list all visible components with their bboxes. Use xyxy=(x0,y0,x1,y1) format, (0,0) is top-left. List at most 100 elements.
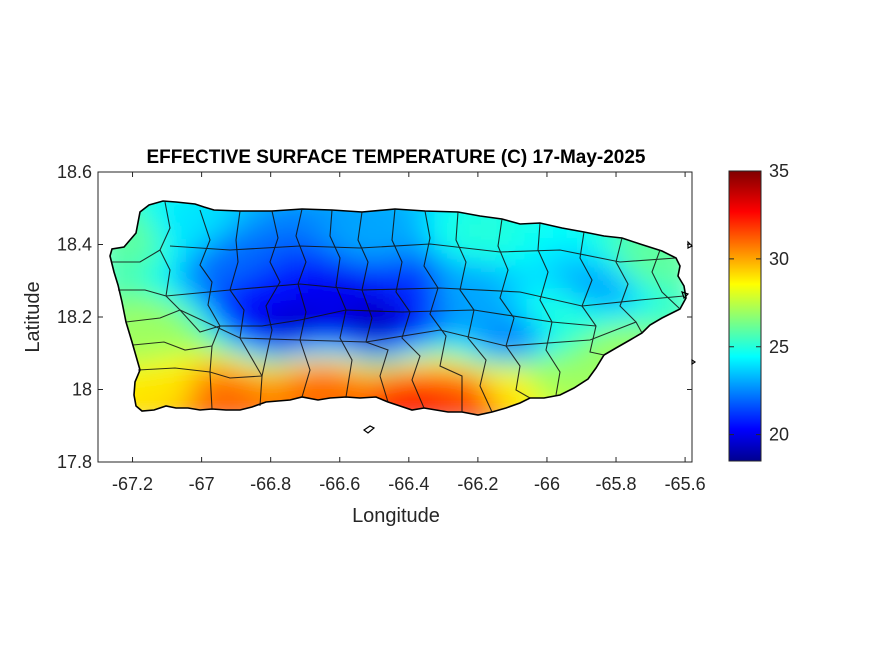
heatmap-cell xyxy=(212,262,225,275)
y-tick-label: 18.4 xyxy=(57,235,92,255)
heatmap-cell xyxy=(572,298,585,311)
heatmap-cell xyxy=(500,298,513,311)
heatmap-cell xyxy=(164,370,177,383)
heatmap-cell xyxy=(476,262,489,275)
heatmap-cell xyxy=(392,226,405,239)
x-tick-label: -65.8 xyxy=(596,474,637,494)
heatmap-cell xyxy=(260,238,273,251)
x-axis-ticks: -67.2 -67 -66.8 -66.6 -66.4 -66.2 -66 -65.8 -65.… xyxy=(112,172,706,494)
heatmap-cell xyxy=(404,262,417,275)
heatmap-cell xyxy=(320,370,333,383)
heatmap-cell xyxy=(164,214,177,227)
heatmap-cell xyxy=(548,226,561,239)
heatmap-cell xyxy=(248,322,261,335)
x-axis-label: Longitude xyxy=(352,505,440,527)
heatmap-cell xyxy=(344,262,357,275)
heatmap-cell xyxy=(212,238,225,251)
heatmap-cell xyxy=(164,274,177,287)
municipal-boundary xyxy=(537,222,561,396)
heatmap-cell xyxy=(200,214,213,227)
municipal-boundaries xyxy=(112,201,685,413)
heatmap-cell xyxy=(320,358,333,371)
heatmap-cell xyxy=(212,358,225,371)
heatmap-cell xyxy=(440,382,453,395)
heatmap-cell xyxy=(272,310,285,323)
heatmap-cell xyxy=(380,238,393,251)
heatmap-cell xyxy=(392,310,405,323)
heatmap-cell xyxy=(248,286,261,299)
heatmap-cell xyxy=(392,250,405,263)
heatmap-cell xyxy=(368,274,381,287)
heatmap-cell xyxy=(308,214,321,227)
heatmap-cell xyxy=(344,382,357,395)
y-tick-label: 18.6 xyxy=(57,162,92,182)
heatmap-cell xyxy=(380,310,393,323)
heatmap-cell xyxy=(428,394,441,407)
heatmap-cell xyxy=(128,286,141,299)
heatmap-cell xyxy=(164,286,177,299)
heatmap-cell xyxy=(200,334,213,347)
colorbar-ticks: 20 25 30 35 xyxy=(729,161,789,445)
heatmap-cell xyxy=(236,262,249,275)
heatmap-cell xyxy=(308,262,321,275)
heatmap-cell xyxy=(260,262,273,275)
heatmap-cell xyxy=(548,358,561,371)
heatmap-cell xyxy=(392,298,405,311)
heatmap-cell xyxy=(452,382,465,395)
heatmap-cell xyxy=(452,286,465,299)
heatmap-cell xyxy=(548,310,561,323)
heatmap-cell xyxy=(176,358,189,371)
heatmap-cell xyxy=(572,286,585,299)
heatmap-cell xyxy=(440,214,453,227)
heatmap-cell xyxy=(248,298,261,311)
heatmap-cell xyxy=(176,262,189,275)
heatmap-cell xyxy=(560,322,573,335)
heatmap-cell xyxy=(212,226,225,239)
heatmap-cell xyxy=(416,262,429,275)
heatmap-cell xyxy=(512,250,525,263)
heatmap-cell xyxy=(596,250,609,263)
heatmap-cell xyxy=(200,322,213,335)
heatmap-cell xyxy=(224,250,237,263)
heatmap-cell xyxy=(140,370,153,383)
heatmap-cell xyxy=(476,382,489,395)
heatmap-cell xyxy=(464,262,477,275)
heatmap-cell xyxy=(632,298,645,311)
heatmap-cell xyxy=(452,394,465,407)
chart-title: EFFECTIVE SURFACE TEMPERATURE (C) 17-May… xyxy=(146,147,645,168)
x-tick-label: -67 xyxy=(189,474,215,494)
heatmap-cell xyxy=(428,298,441,311)
heatmap-cell xyxy=(200,310,213,323)
heatmap-cell xyxy=(524,250,537,263)
heatmap-cell xyxy=(320,262,333,275)
heatmap-cell xyxy=(500,286,513,299)
heatmap-cell xyxy=(248,262,261,275)
heatmap-cell xyxy=(452,334,465,347)
heatmap-cell xyxy=(584,238,597,251)
heatmap-cell xyxy=(164,298,177,311)
heatmap-cell xyxy=(308,286,321,299)
heatmap-cell xyxy=(488,226,501,239)
heatmap-cell xyxy=(260,214,273,227)
heatmap-cell xyxy=(356,250,369,263)
heatmap-cell xyxy=(536,226,549,239)
heatmap-cell xyxy=(296,238,309,251)
heatmap-cell xyxy=(560,286,573,299)
heatmap-cell xyxy=(212,382,225,395)
y-tick-label: 18.2 xyxy=(57,307,92,327)
heatmap-cell xyxy=(488,358,501,371)
heatmap-cell xyxy=(476,298,489,311)
heatmap-cell xyxy=(368,214,381,227)
heatmap-cell xyxy=(500,238,513,251)
heatmap-cell xyxy=(188,382,201,395)
heatmap-cell xyxy=(428,310,441,323)
heatmap-cell xyxy=(452,358,465,371)
heatmap-cell xyxy=(284,298,297,311)
heatmap-cell xyxy=(524,346,537,359)
heatmap-cell xyxy=(284,226,297,239)
heatmap-cell xyxy=(332,298,345,311)
heatmap-cell xyxy=(620,250,633,263)
heatmap-cell xyxy=(404,250,417,263)
x-tick-label: -66.2 xyxy=(457,474,498,494)
heatmap-cell xyxy=(548,370,561,383)
